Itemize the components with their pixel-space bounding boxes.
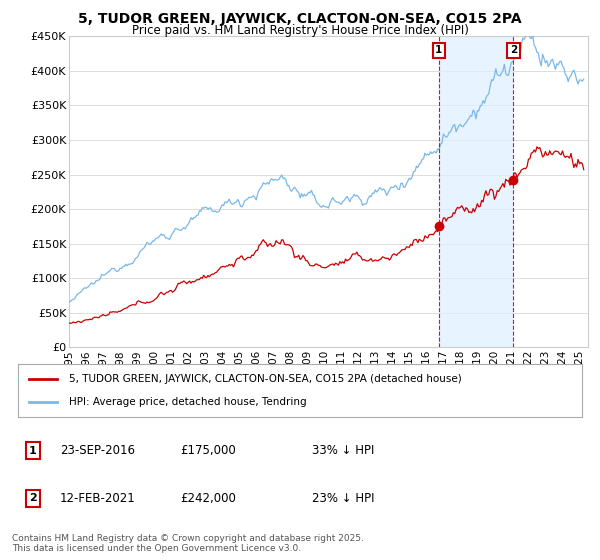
Text: 5, TUDOR GREEN, JAYWICK, CLACTON-ON-SEA, CO15 2PA (detached house): 5, TUDOR GREEN, JAYWICK, CLACTON-ON-SEA,…	[69, 374, 461, 384]
Text: 1: 1	[435, 45, 442, 55]
Text: £242,000: £242,000	[180, 492, 236, 505]
Text: 2: 2	[510, 45, 517, 55]
Text: £175,000: £175,000	[180, 444, 236, 458]
Text: Price paid vs. HM Land Registry's House Price Index (HPI): Price paid vs. HM Land Registry's House …	[131, 24, 469, 36]
Text: 1: 1	[29, 446, 37, 456]
Text: Contains HM Land Registry data © Crown copyright and database right 2025.
This d: Contains HM Land Registry data © Crown c…	[12, 534, 364, 553]
Text: 5, TUDOR GREEN, JAYWICK, CLACTON-ON-SEA, CO15 2PA: 5, TUDOR GREEN, JAYWICK, CLACTON-ON-SEA,…	[78, 12, 522, 26]
Text: 23% ↓ HPI: 23% ↓ HPI	[312, 492, 374, 505]
Text: 12-FEB-2021: 12-FEB-2021	[60, 492, 136, 505]
Bar	[439, 36, 514, 347]
Text: 33% ↓ HPI: 33% ↓ HPI	[312, 444, 374, 458]
Text: HPI: Average price, detached house, Tendring: HPI: Average price, detached house, Tend…	[69, 397, 307, 407]
Text: 2: 2	[29, 493, 37, 503]
Text: 23-SEP-2016: 23-SEP-2016	[60, 444, 135, 458]
